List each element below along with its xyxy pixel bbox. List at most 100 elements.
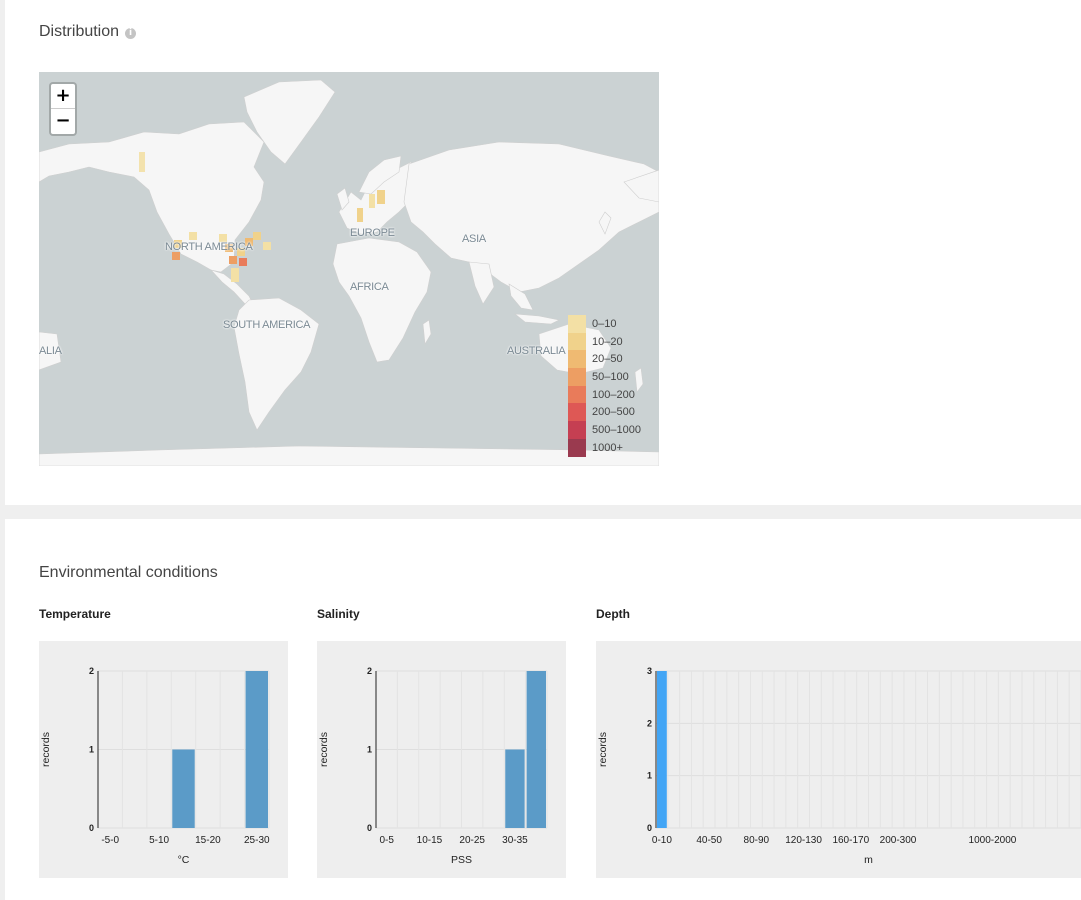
depth-chart-svg: 0 1 2 3 0-10 40-50 80-90 120-130 160-170 200-300 1… (597, 666, 1081, 866)
map-label-south-america: SOUTH AMERICA (223, 319, 311, 331)
x-axis-label: m (864, 854, 873, 866)
map-label-asia: ASIA (462, 233, 486, 245)
legend-swatch (568, 350, 586, 369)
y-tick-label: 3 (647, 666, 652, 676)
land-japan (598, 211, 612, 235)
land-new-zealand (634, 367, 644, 393)
legend-row: 20–50 (568, 350, 641, 369)
map-label-australia-wrap: ALIA (39, 345, 62, 357)
x-tick-label: -5-0 (101, 835, 119, 846)
x-tick-label: 0-10 (652, 835, 672, 846)
land-greenland (243, 79, 336, 165)
zoom-in-button[interactable]: + (51, 84, 75, 109)
zoom-out-button[interactable]: − (55, 110, 71, 131)
density-cells (139, 152, 385, 282)
map-label-europe: EUROPE (350, 227, 395, 239)
x-tick-label: 200-300 (880, 835, 917, 846)
land-scandinavia (358, 155, 402, 195)
legend-row: 50–100 (568, 368, 641, 386)
legend-row: 1000+ (568, 438, 641, 457)
environment-title: Environmental conditions (39, 564, 218, 581)
y-tick-label: 2 (89, 666, 94, 676)
land-north-america (39, 121, 265, 273)
x-tick-label: 160-170 (832, 835, 869, 846)
histogram-bar[interactable] (657, 671, 667, 828)
legend-row: 10–20 (568, 332, 641, 351)
land-india (468, 261, 495, 305)
legend-swatch (568, 385, 586, 404)
x-axis-label: PSS (451, 854, 472, 866)
distribution-map[interactable]: + − NORTH AMERICA EUROPE ASIA AFRICA SOU… (39, 72, 659, 466)
histogram-bar[interactable] (526, 671, 546, 828)
x-tick-label: 10-15 (417, 835, 443, 846)
y-tick-label: 2 (367, 666, 372, 676)
zoom-control: + − (49, 82, 77, 136)
x-tick-label: 5-10 (149, 835, 169, 846)
y-axis-label: records (597, 732, 609, 767)
salinity-title: Salinity (317, 607, 360, 621)
land-africa (332, 237, 432, 363)
land-se-asia (508, 283, 534, 311)
land-australia-wrap (39, 331, 62, 371)
x-tick-label: 120-130 (785, 835, 822, 846)
temperature-title: Temperature (39, 607, 111, 621)
x-tick-label: 80-90 (744, 835, 770, 846)
legend-swatch (568, 421, 586, 439)
world-map (39, 79, 659, 466)
temperature-chart-svg: 0 1 2 -5-0 5-10 15-20 25-30 °C records (40, 666, 270, 866)
y-tick-label: 0 (367, 823, 372, 833)
x-tick-label: 1000-2000 (969, 835, 1017, 846)
environment-card: Environmental conditions Temperature Sal… (5, 519, 1081, 900)
map-label-australia: AUSTRALIA (507, 345, 566, 357)
x-tick-label: 20-25 (459, 835, 485, 846)
land-madagascar (422, 319, 432, 345)
land-asia (403, 141, 659, 293)
histogram-bar[interactable] (505, 749, 525, 829)
y-axis-label: records (318, 732, 330, 767)
legend-swatch (568, 315, 586, 333)
x-axis-label: °C (178, 854, 190, 866)
temperature-chart[interactable]: 0 1 2 -5-0 5-10 15-20 25-30 °C records (39, 641, 288, 878)
map-label-north-america: NORTH AMERICA (165, 241, 253, 253)
land-indonesia (514, 313, 560, 325)
y-tick-label: 1 (367, 745, 372, 755)
depth-chart[interactable]: 0 1 2 3 0-10 40-50 80-90 120-130 160-170 200-300 1… (596, 641, 1081, 878)
x-tick-label: 40-50 (696, 835, 722, 846)
y-tick-label: 1 (647, 771, 652, 781)
legend-label: 500–1000 (592, 423, 641, 436)
info-icon[interactable]: i (125, 28, 137, 39)
salinity-chart-svg: 0 1 2 0-5 10-15 20-25 30-35 PSS records (318, 666, 548, 866)
depth-title: Depth (596, 607, 630, 621)
legend-swatch (568, 332, 586, 351)
land-antarctica (39, 445, 659, 466)
distribution-card: Distribution i (5, 0, 1081, 505)
x-tick-label: 0-5 (379, 835, 394, 846)
land-south-america (233, 297, 320, 431)
salinity-chart[interactable]: 0 1 2 0-5 10-15 20-25 30-35 PSS records (317, 641, 566, 878)
map-label-africa: AFRICA (350, 281, 389, 293)
y-tick-label: 0 (647, 823, 652, 833)
x-tick-label: 30-35 (502, 835, 528, 846)
legend-swatch (568, 403, 586, 422)
legend-label: 1000+ (592, 441, 623, 454)
legend-label: 0–10 (592, 317, 617, 330)
x-tick-label: 15-20 (195, 835, 221, 846)
land-alaska-wrap (623, 169, 659, 203)
histogram-bar[interactable] (172, 749, 195, 829)
x-tick-label: 25-30 (244, 835, 270, 846)
histogram-bar[interactable] (245, 671, 268, 828)
map-legend: 0–10 10–20 20–50 50–100 100–200 200–500 500–10… (568, 315, 641, 457)
legend-swatch (568, 438, 586, 457)
legend-row: 500–1000 (568, 421, 641, 439)
legend-label: 100–200 (592, 388, 635, 401)
legend-label: 50–100 (592, 370, 629, 383)
legend-label: 200–500 (592, 406, 635, 419)
legend-row: 200–500 (568, 403, 641, 422)
y-axis-label: records (40, 732, 52, 767)
legend-row: 100–200 (568, 385, 641, 404)
y-tick-label: 0 (89, 823, 94, 833)
y-tick-label: 2 (647, 718, 652, 728)
legend-label: 20–50 (592, 353, 623, 366)
legend-row: 0–10 (568, 315, 641, 333)
land-uk (336, 187, 350, 211)
